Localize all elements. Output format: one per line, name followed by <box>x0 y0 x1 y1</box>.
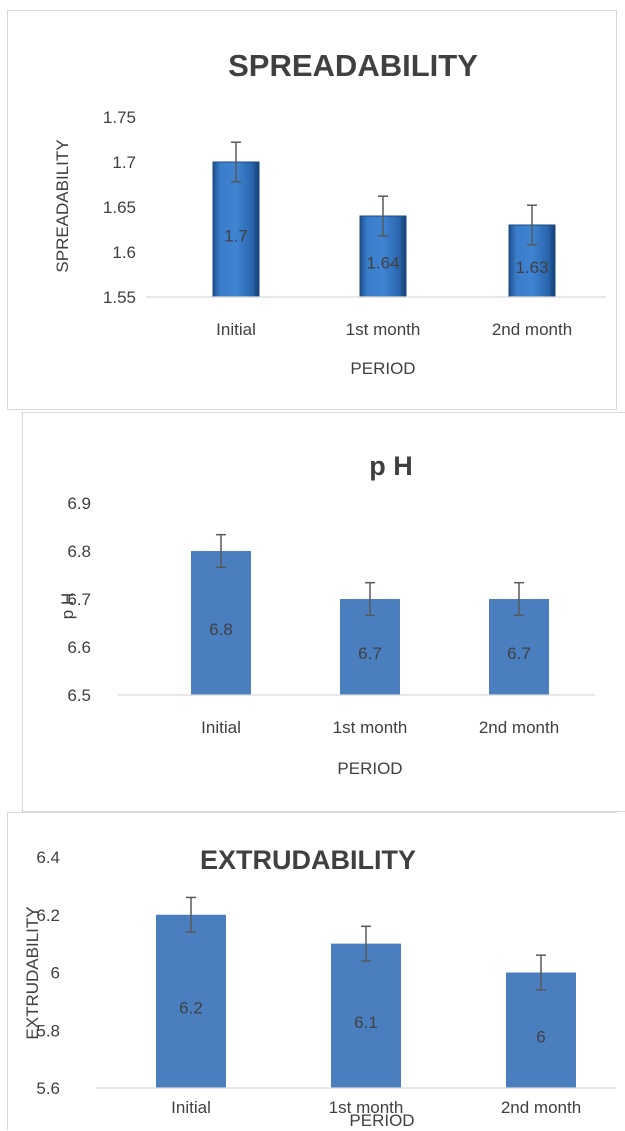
y-tick-label: 6.6 <box>67 638 91 657</box>
chart-title: p H <box>369 451 413 481</box>
data-label: 1.7 <box>224 227 248 246</box>
bar <box>156 914 226 1088</box>
bar <box>212 161 260 298</box>
data-label: 6.8 <box>209 620 233 639</box>
y-axis-title: SPREADABILITY <box>53 139 72 272</box>
bar <box>191 551 251 695</box>
bar <box>331 943 401 1088</box>
x-tick-label: 1st month <box>333 718 408 737</box>
y-axis-title: p H <box>58 593 77 619</box>
chart-panel-spreadability: SPREADABILITY SPREADABILITY PERIOD 1.55 1… <box>7 10 617 410</box>
y-tick-label: 6.8 <box>67 542 91 561</box>
chart-svg-extrudability: EXTRUDABILITY EXTRUDABILITY PERIOD 5.6 5.… <box>23 845 616 1130</box>
y-tick-label: 1.75 <box>103 108 136 127</box>
y-tick-label: 6.5 <box>67 686 91 705</box>
data-label: 6 <box>536 1027 545 1046</box>
chart-title: EXTRUDABILITY <box>200 845 416 875</box>
x-axis-title: PERIOD <box>349 1111 414 1130</box>
x-tick-label: Initial <box>201 718 241 737</box>
y-tick-label: 1.55 <box>103 288 136 307</box>
y-tick-label: 5.6 <box>36 1079 60 1098</box>
y-tick-label: 6.2 <box>36 906 60 925</box>
x-tick-label: Initial <box>216 320 256 339</box>
data-label: 6.7 <box>358 644 382 663</box>
y-tick-label: 1.65 <box>103 198 136 217</box>
chart-panel-ph: p H p H PERIOD 6.5 6.6 6.7 6.8 6.9 6.8 6.7 6.7… <box>22 412 625 812</box>
x-tick-label: Initial <box>171 1098 211 1117</box>
y-axis-title: EXTRUDABILITY <box>23 906 42 1039</box>
y-tick-label: 6 <box>51 964 60 983</box>
y-tick-label: 1.6 <box>112 243 136 262</box>
x-tick-label: 2nd month <box>479 718 559 737</box>
x-tick-label: 1st month <box>346 320 421 339</box>
x-axis-title: PERIOD <box>337 759 402 778</box>
x-axis-title: PERIOD <box>350 359 415 378</box>
data-label: 1.63 <box>515 258 548 277</box>
chart-panel-extrudability: EXTRUDABILITY EXTRUDABILITY PERIOD 5.6 5.… <box>7 812 617 1130</box>
y-tick-label: 6.7 <box>67 590 91 609</box>
y-tick-label: 1.7 <box>112 153 136 172</box>
chart-svg-spreadability: SPREADABILITY SPREADABILITY PERIOD 1.55 1… <box>53 48 606 378</box>
data-label: 6.1 <box>354 1013 378 1032</box>
y-tick-label: 6.9 <box>67 494 91 513</box>
chart-title: SPREADABILITY <box>228 48 478 83</box>
chart-svg-ph: p H p H PERIOD 6.5 6.6 6.7 6.8 6.9 6.8 6.7 6.7… <box>58 451 595 778</box>
data-label: 6.7 <box>507 644 531 663</box>
data-label: 6.2 <box>179 998 203 1017</box>
y-tick-label: 6.4 <box>36 848 60 867</box>
data-label: 1.64 <box>366 254 399 273</box>
x-tick-label: 2nd month <box>501 1098 581 1117</box>
x-tick-label: 2nd month <box>492 320 572 339</box>
x-tick-label: 1st month <box>329 1098 404 1117</box>
y-tick-label: 5.8 <box>36 1021 60 1040</box>
bar <box>506 972 576 1088</box>
